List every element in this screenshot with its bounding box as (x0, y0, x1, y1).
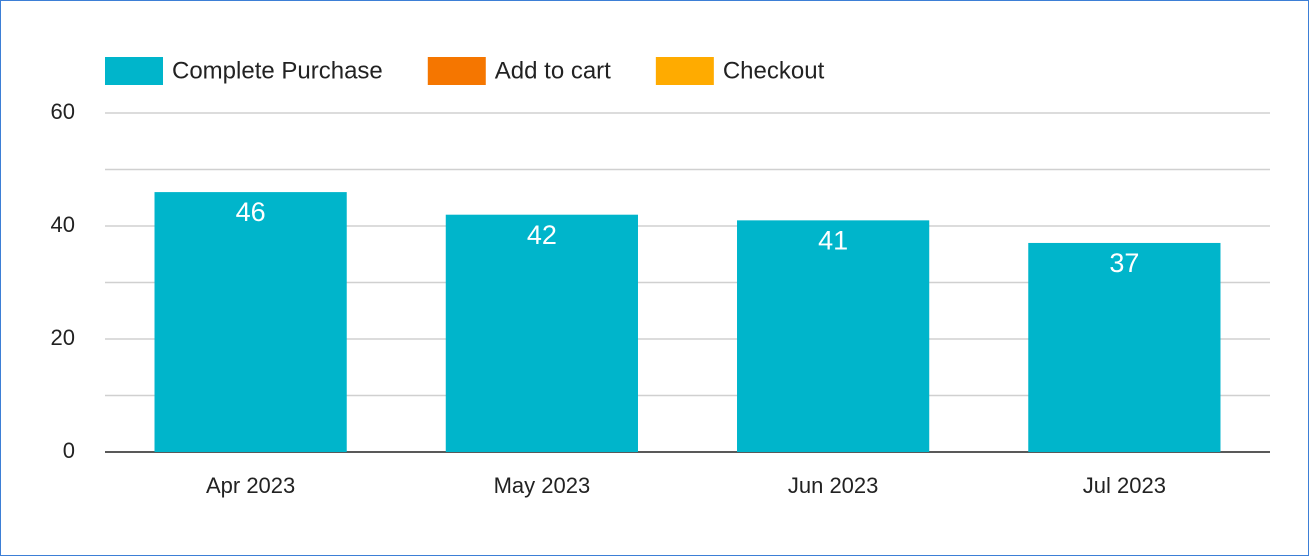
value-label: 41 (818, 225, 848, 255)
bar (154, 192, 347, 452)
legend-label: Complete Purchase (172, 57, 383, 84)
value-label: 37 (1109, 248, 1139, 278)
bar (1028, 242, 1221, 452)
x-tick-label: May 2023 (494, 473, 591, 498)
value-label: 42 (527, 220, 557, 250)
y-tick-label: 40 (51, 212, 75, 237)
x-tick-label: Apr 2023 (206, 473, 295, 498)
bar (445, 214, 638, 452)
legend-label: Checkout (723, 57, 825, 84)
x-tick-label: Jun 2023 (788, 473, 879, 498)
y-tick-label: 0 (63, 438, 75, 463)
x-tick-label: Jul 2023 (1083, 473, 1166, 498)
y-tick-label: 20 (51, 325, 75, 350)
legend-label: Add to cart (495, 57, 611, 84)
legend-swatch (105, 57, 163, 85)
legend-swatch (655, 57, 714, 85)
y-tick-label: 60 (51, 99, 75, 124)
bar (737, 220, 930, 452)
legend-swatch (427, 57, 486, 85)
value-label: 46 (236, 197, 266, 227)
